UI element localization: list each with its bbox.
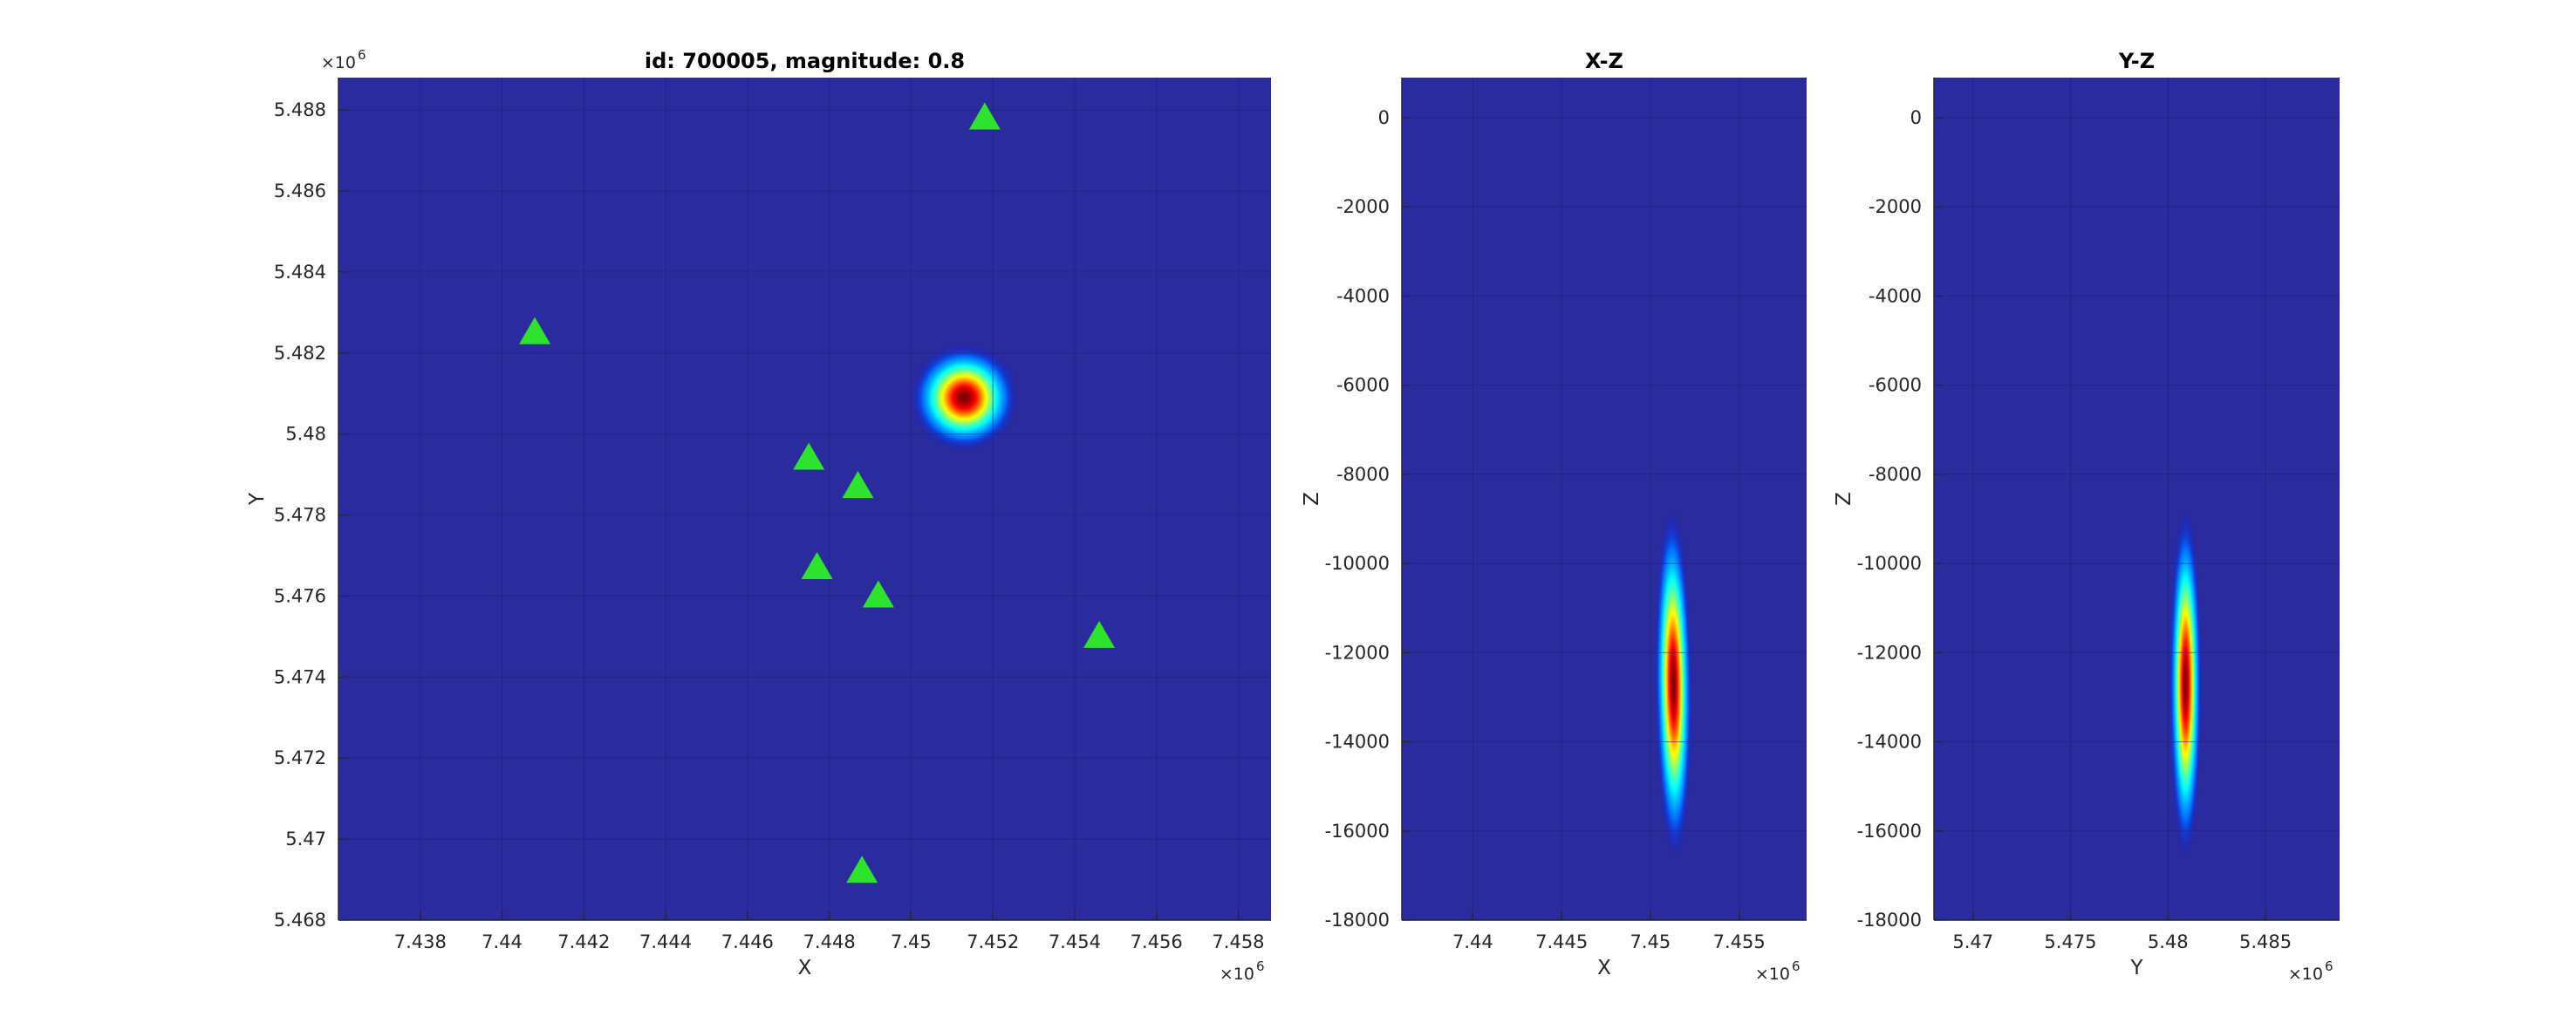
y-tick-label: 5.472 (274, 747, 326, 768)
x-tick-label: 5.485 (2239, 931, 2292, 952)
y-tick-label: 5.486 (274, 181, 326, 201)
x-tick-label: 5.475 (2044, 931, 2096, 952)
x-tick-label: 7.454 (1049, 931, 1101, 952)
x-tick-label: 7.438 (394, 931, 447, 952)
x-exponent-power: 6 (2325, 958, 2333, 974)
heatmap-hotspot (338, 78, 1271, 920)
station-marker (519, 317, 551, 344)
y-tick-label: -4000 (1869, 285, 1922, 306)
chart-title: Y-Z (2118, 49, 2155, 73)
y-tick-label: -18000 (1325, 910, 1390, 931)
chart-title: X-Z (1585, 49, 1623, 73)
y-tick-label: -10000 (1857, 553, 1922, 574)
y-axis-label: Y (246, 492, 269, 506)
y-tick-label: 5.488 (274, 99, 326, 120)
y-tick-label: 0 (1910, 107, 1922, 128)
x-exponent-power: 6 (1792, 958, 1800, 974)
chart-title: id: 700005, magnitude: 0.8 (645, 49, 965, 73)
y-tick-label: 0 (1378, 107, 1390, 128)
y-tick-label: -12000 (1857, 642, 1922, 663)
x-tick-label: 7.452 (967, 931, 1019, 952)
y-exponent-power: 6 (358, 47, 366, 63)
x-tick-label: 7.446 (721, 931, 774, 952)
x-tick-label: 7.448 (803, 931, 856, 952)
x-axis-label: X (798, 957, 812, 979)
y-tick-label: -2000 (1336, 196, 1390, 217)
x-tick-label: 7.455 (1713, 931, 1766, 952)
x-tick-label: 7.44 (1452, 931, 1493, 952)
y-axis-label: Z (1833, 492, 1855, 506)
panel-section-xz: 7.44 7.445 7.45 7.455 -18000 -16000 -14000 -120… (1301, 49, 1807, 984)
y-tick-label: -4000 (1336, 285, 1390, 306)
panel-map-xy: 7.438 7.44 7.442 7.444 7.446 7.448 7.45 7.452 7.… (246, 47, 1271, 984)
x-tick-label: 7.456 (1131, 931, 1183, 952)
y-tick-label: 5.482 (274, 343, 326, 364)
x-exponent-label: ×10 (1220, 965, 1254, 984)
y-tick-label: -8000 (1336, 464, 1390, 485)
station-marker (801, 551, 833, 579)
y-tick-label: -6000 (1869, 375, 1922, 396)
station-marker (1083, 620, 1116, 648)
y-tick-label: 5.48 (285, 424, 326, 445)
x-tick-label: 7.44 (482, 931, 523, 952)
x-exponent-label: ×10 (1755, 965, 1790, 984)
y-tick-label: 5.474 (274, 666, 326, 687)
station-marker (793, 442, 825, 470)
y-tick-label: -12000 (1325, 642, 1390, 663)
y-exponent-label: ×10 (321, 53, 356, 72)
heatmap-hotspot (1402, 78, 1807, 920)
y-tick-label: -2000 (1869, 196, 1922, 217)
x-tick-label: 7.458 (1212, 931, 1264, 952)
y-tick-label: -18000 (1857, 910, 1922, 931)
y-tick-label: 5.476 (274, 585, 326, 606)
x-tick-label: 7.45 (891, 931, 932, 952)
y-tick-label: -14000 (1325, 732, 1390, 753)
y-tick-label: -16000 (1857, 821, 1922, 842)
y-axis-label: Z (1301, 492, 1323, 506)
y-tick-label: 5.478 (274, 505, 326, 526)
y-tick-label: 5.47 (285, 829, 326, 849)
x-tick-label: 7.442 (557, 931, 610, 952)
x-tick-label: 7.445 (1535, 931, 1588, 952)
x-exponent-label: ×10 (2288, 965, 2323, 984)
y-tick-label: -10000 (1325, 553, 1390, 574)
x-tick-label: 5.48 (2148, 931, 2189, 952)
y-tick-label: -6000 (1336, 375, 1390, 396)
x-exponent-power: 6 (1256, 958, 1265, 974)
heatmap-hotspot (1934, 78, 2340, 920)
station-marker (862, 580, 894, 608)
x-axis-label: X (1597, 957, 1611, 979)
y-tick-label: -8000 (1869, 464, 1922, 485)
x-tick-label: 7.444 (639, 931, 692, 952)
x-axis-label: Y (2129, 957, 2143, 979)
x-tick-label: 7.45 (1630, 931, 1671, 952)
x-tick-label: 5.47 (1952, 931, 1993, 952)
station-marker (968, 102, 1001, 130)
y-tick-label: -14000 (1857, 732, 1922, 753)
station-marker (842, 471, 874, 499)
y-tick-label: 5.484 (274, 262, 326, 283)
station-marker (846, 856, 878, 883)
y-tick-label: -16000 (1325, 821, 1390, 842)
panel-section-yz: 5.47 5.475 5.48 5.485 -18000 -16000 -14000 -120… (1833, 49, 2340, 984)
y-tick-label: 5.468 (274, 910, 326, 931)
